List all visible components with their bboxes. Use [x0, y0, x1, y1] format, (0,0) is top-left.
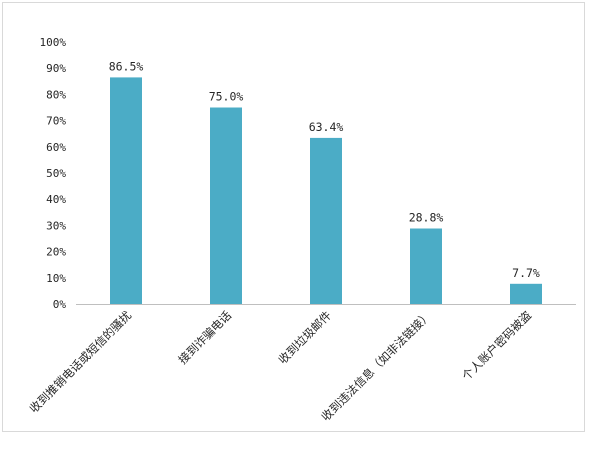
bar: [410, 228, 442, 304]
y-tick-label: 50%: [46, 167, 66, 180]
data-label: 86.5%: [109, 59, 144, 73]
x-category-label: 收到违法信息（如非法链接）: [319, 308, 435, 424]
bar: [210, 107, 242, 304]
x-category-label: 个人账户密码被盗: [459, 308, 534, 383]
y-tick-label: 30%: [46, 219, 66, 232]
data-label: 28.8%: [409, 211, 444, 225]
data-label: 7.7%: [512, 266, 540, 280]
bar: [110, 77, 142, 305]
x-category-label: 接到诈骗电话: [175, 308, 234, 367]
y-tick-label: 0%: [53, 298, 67, 311]
data-label: 75.0%: [209, 90, 244, 104]
y-tick-label: 40%: [46, 193, 66, 206]
y-tick-label: 100%: [40, 36, 67, 49]
y-tick-label: 80%: [46, 88, 66, 101]
x-category-label: 收到推销电话或短信的骚扰: [27, 308, 135, 416]
bar: [310, 137, 342, 304]
x-category-label: 收到垃圾邮件: [275, 308, 334, 367]
data-label: 63.4%: [309, 120, 344, 134]
bar: [510, 283, 542, 304]
y-tick-label: 70%: [46, 115, 66, 128]
y-tick-label: 20%: [46, 246, 66, 259]
y-tick-label: 10%: [46, 272, 66, 285]
y-tick-label: 90%: [46, 62, 66, 75]
y-tick-label: 60%: [46, 141, 66, 154]
chart-frame: [2, 2, 585, 432]
